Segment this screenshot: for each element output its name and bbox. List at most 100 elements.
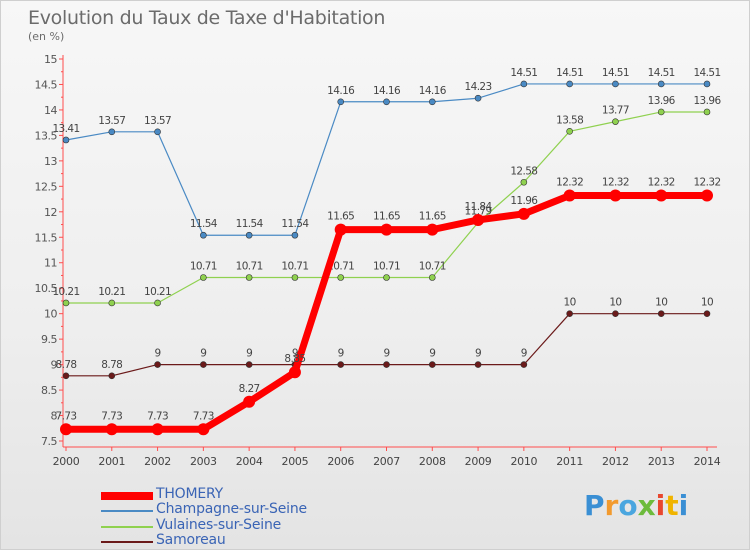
y-tick-label: 14 <box>44 104 57 117</box>
data-label: 10.21 <box>52 286 79 298</box>
legend-swatch-thomery <box>101 492 153 500</box>
data-label: 13.57 <box>144 115 171 127</box>
legend-label-thomery: THOMERY <box>156 486 224 502</box>
data-point <box>154 128 161 136</box>
y-tick-label: 8 <box>51 410 58 423</box>
data-point <box>520 361 528 368</box>
data-point <box>563 189 576 202</box>
data-point <box>334 223 347 236</box>
data-label: 14.51 <box>510 67 537 79</box>
data-label: 13.58 <box>556 114 583 126</box>
data-point <box>62 372 70 380</box>
data-label: 13.41 <box>52 123 79 135</box>
data-point <box>520 178 528 186</box>
data-point <box>200 361 207 368</box>
data-label: 10.21 <box>144 286 171 298</box>
chart-title: Evolution du Taux de Taxe d'Habitation <box>28 7 386 29</box>
data-point <box>612 118 619 125</box>
data-point <box>520 80 528 88</box>
x-tick-label: 2000 <box>53 455 80 468</box>
data-label: 12.32 <box>648 177 675 189</box>
data-label: 10 <box>701 297 713 309</box>
logo-letter: i <box>678 489 689 522</box>
data-label: 11.65 <box>327 211 354 223</box>
data-label: 13.57 <box>98 115 125 127</box>
data-label: 12.58 <box>510 165 537 177</box>
data-label: 11.54 <box>236 218 264 230</box>
data-point <box>612 80 619 88</box>
data-point <box>383 361 390 368</box>
legend-swatch-samoreau <box>101 541 153 543</box>
data-label: 11.65 <box>419 211 446 223</box>
data-point <box>154 361 161 368</box>
data-point <box>703 80 711 88</box>
y-tick-label: 10 <box>44 308 57 321</box>
data-label: 8.85 <box>284 353 305 365</box>
data-label: 7.73 <box>193 410 214 422</box>
data-label: 10.71 <box>419 261 446 273</box>
legend-swatch-vulaines <box>101 526 153 528</box>
data-label: 8.78 <box>56 359 77 371</box>
logo-letter: x <box>637 489 656 522</box>
data-point <box>380 223 393 236</box>
data-label: 13.96 <box>693 95 721 107</box>
x-tick-label: 2013 <box>648 455 675 468</box>
data-label: 11.54 <box>281 218 309 230</box>
data-label: 7.73 <box>101 410 122 422</box>
y-tick-label: 7.5 <box>41 435 57 448</box>
data-label: 14.51 <box>648 67 675 79</box>
data-point <box>383 98 390 106</box>
data-label: 14.51 <box>602 67 629 79</box>
data-point <box>428 98 436 106</box>
data-point <box>428 274 436 281</box>
data-label: 12.32 <box>556 177 583 189</box>
data-point <box>474 94 482 102</box>
legend-label-samoreau: Samoreau <box>156 532 226 548</box>
data-label: 10.71 <box>373 261 400 273</box>
data-point <box>200 231 207 239</box>
data-point <box>243 395 256 408</box>
data-point <box>291 231 299 239</box>
x-tick-label: 2006 <box>327 455 354 468</box>
y-tick-label: 12.5 <box>35 180 58 193</box>
data-point <box>337 361 345 368</box>
data-label: 7.73 <box>147 410 168 422</box>
legend-swatch-champagne <box>101 510 153 512</box>
y-tick-label: 9.5 <box>41 333 57 346</box>
data-label: 13.77 <box>602 105 629 117</box>
y-tick-label: 12 <box>44 206 57 219</box>
data-point <box>517 207 530 220</box>
data-point <box>703 310 711 317</box>
data-label: 9 <box>292 348 298 360</box>
data-point <box>428 361 436 368</box>
data-point <box>701 189 713 202</box>
data-label: 10.71 <box>327 261 354 273</box>
data-point <box>151 423 164 436</box>
data-label: 8.78 <box>101 359 122 371</box>
data-point <box>612 310 619 317</box>
data-point <box>108 128 116 136</box>
y-tick-label: 8.5 <box>41 384 57 397</box>
data-point <box>245 274 253 281</box>
data-point <box>62 299 70 307</box>
data-label: 9 <box>475 348 481 360</box>
data-label: 14.16 <box>373 85 401 97</box>
data-label: 11.84 <box>465 201 493 213</box>
data-label: 14.16 <box>419 85 447 97</box>
data-point <box>337 274 345 281</box>
y-tick-label: 15 <box>44 53 57 66</box>
y-tick-label: 13 <box>44 155 57 168</box>
data-point <box>62 136 70 144</box>
data-label: 10 <box>655 297 667 309</box>
logo-letter: i <box>655 489 666 522</box>
x-tick-label: 2003 <box>190 455 217 468</box>
data-label: 11.54 <box>190 218 218 230</box>
data-label: 10.71 <box>281 261 308 273</box>
legend-label-vulaines: Vulaines-sur-Seine <box>156 517 282 533</box>
data-label: 11.96 <box>510 195 538 207</box>
y-tick-label: 14.5 <box>35 78 58 91</box>
logo-letter: P <box>584 489 605 522</box>
data-point <box>657 108 665 116</box>
data-label: 9 <box>338 348 344 360</box>
